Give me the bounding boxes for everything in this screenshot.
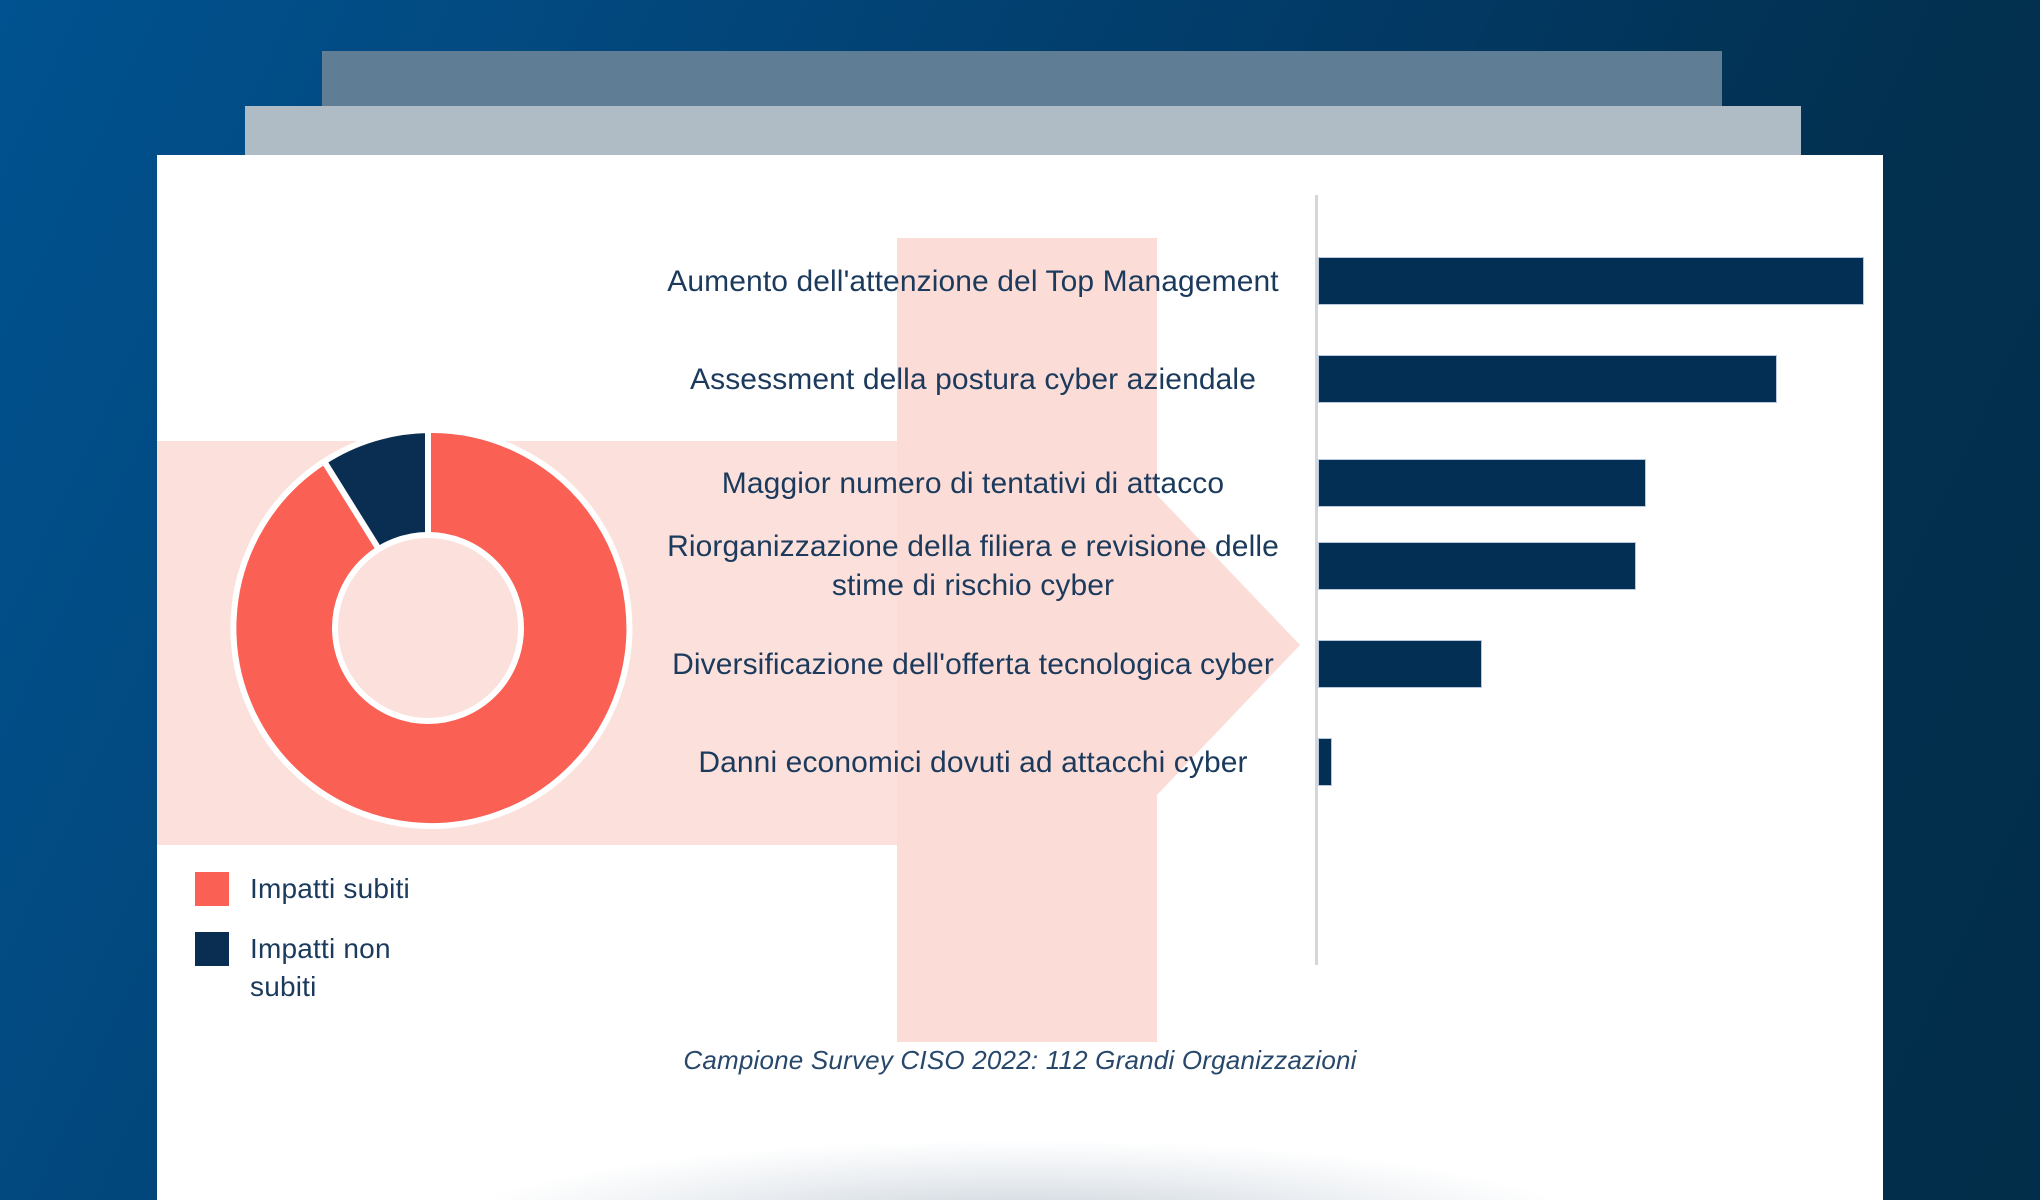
footnote-text: Campione Survey CISO 2022: 112 Grandi Or… [683,1045,1357,1075]
bar-category-label: Riorganizzazione della filiera e revisio… [667,530,1279,602]
bar-value-0 [1318,257,1864,305]
bar-category-row: Diversificazione dell'offerta tecnologic… [612,616,1318,712]
donut-chart [218,418,638,838]
legend-swatch-navy [195,932,229,966]
bar-value-5 [1318,738,1332,786]
bar-category-row: Maggior numero di tentativi di attacco [612,435,1318,531]
bar-value-3 [1318,542,1636,590]
chart-legend: Impatti subiti Impatti non subiti [195,870,525,1028]
bar-value-4 [1318,640,1482,688]
donut-chart-svg [230,426,633,829]
donut-hole [332,532,524,724]
bar-category-label: Diversificazione dell'offerta tecnologic… [672,647,1274,681]
bar-category-label: Assessment della postura cyber aziendale [690,362,1256,396]
bar-category-row: Danni economici dovuti ad attacchi cyber [612,714,1318,810]
slide-card: Impatti subiti Impatti non subiti Aument… [157,155,1883,1200]
bar-category-row: Aumento dell'attenzione del Top Manageme… [612,233,1318,329]
bar-value-1 [1318,355,1777,403]
bar-category-row: Assessment della postura cyber aziendale [612,331,1318,427]
bar-chart: Aumento dell'attenzione del Top Manageme… [612,195,1864,965]
bar-category-label: Aumento dell'attenzione del Top Manageme… [667,264,1279,298]
legend-label-impatti-non-subiti: Impatti non subiti [250,933,391,1002]
legend-item-impatti-non-subiti: Impatti non subiti [195,930,525,1006]
bar-category-label: Maggior numero di tentativi di attacco [721,466,1225,500]
legend-swatch-coral [195,872,229,906]
bar-category-row: Riorganizzazione della filiera e revisio… [612,518,1318,614]
bar-value-2 [1318,459,1646,507]
legend-label-impatti-subiti: Impatti subiti [250,873,410,904]
bar-category-label: Danni economici dovuti ad attacchi cyber [698,745,1248,779]
legend-item-impatti-subiti: Impatti subiti [195,870,525,908]
bar-chart-axis [1315,195,1318,965]
